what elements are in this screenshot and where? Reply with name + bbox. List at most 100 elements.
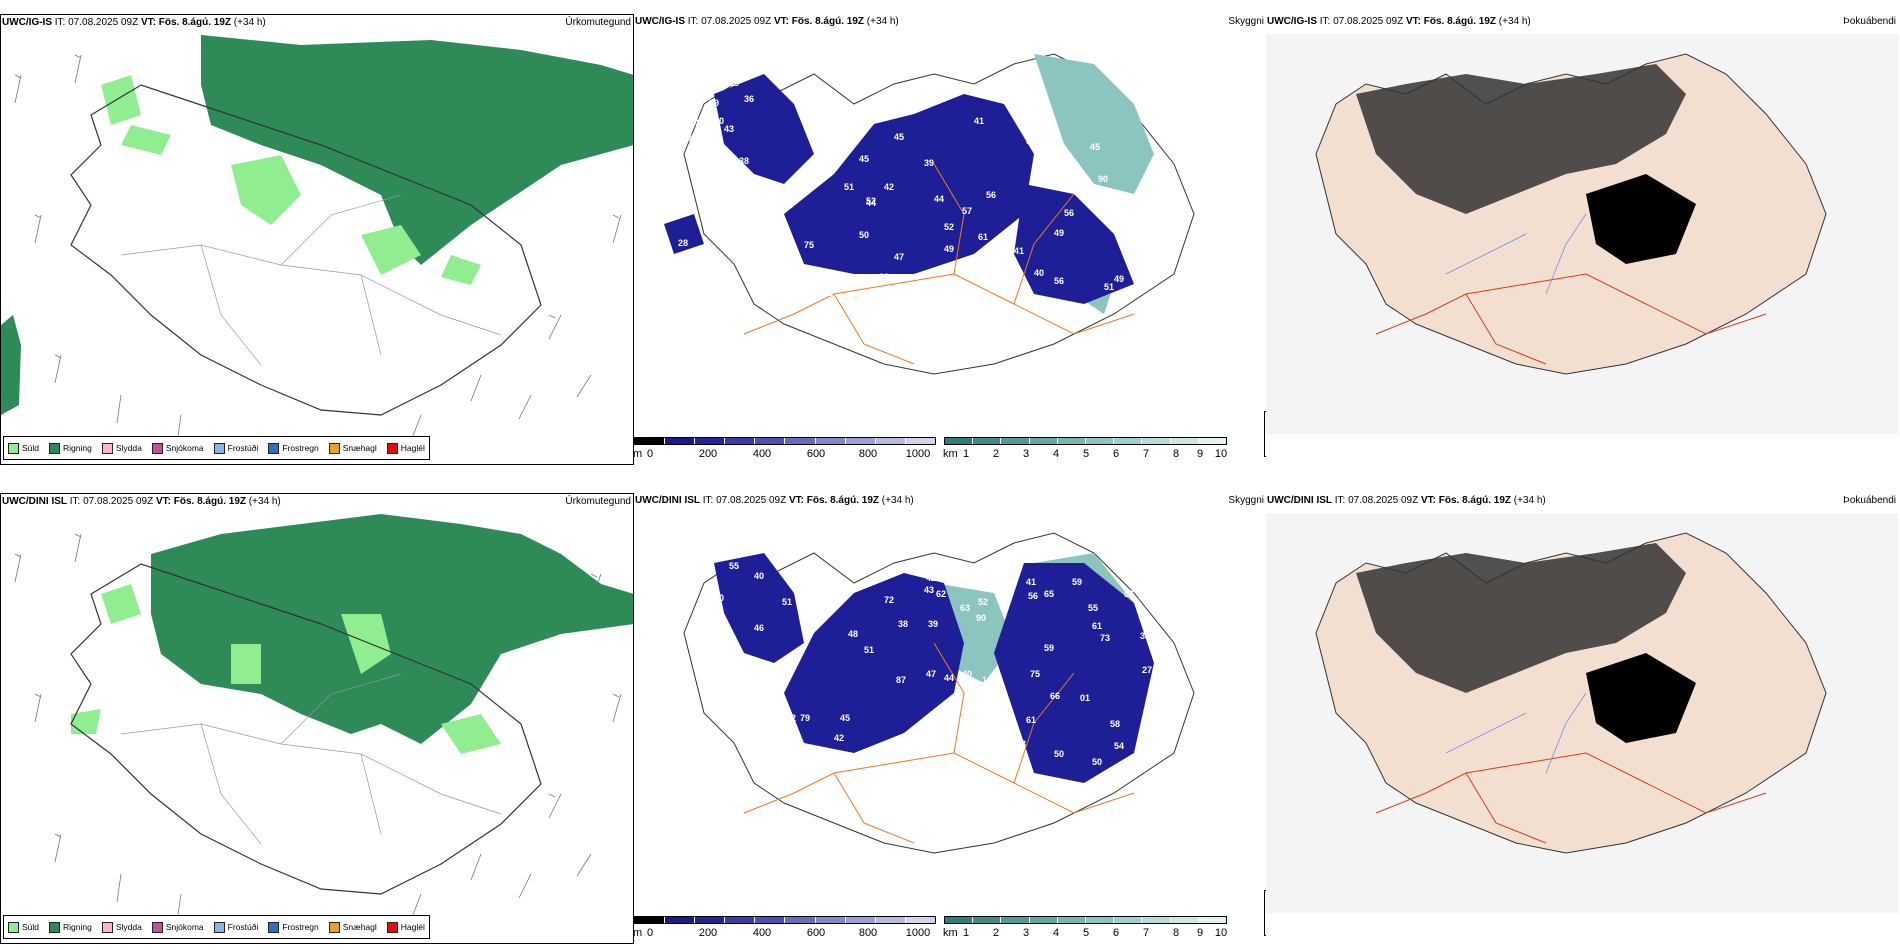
colorbar-bin xyxy=(1057,438,1087,444)
legend-item: Rigning xyxy=(49,921,92,933)
legend-item: Snæhagl xyxy=(328,921,377,933)
fog-index-map xyxy=(1266,513,1898,913)
cloudbase-label: 54 xyxy=(1114,741,1124,751)
colorbar-bin xyxy=(945,917,974,923)
legend-item: Frostúði xyxy=(213,921,258,933)
cloudbase-label: 51 xyxy=(782,597,792,607)
precip-type-map xyxy=(1,35,633,444)
legend-item: Slydda xyxy=(101,442,142,454)
legend-item: Snæhagl xyxy=(328,442,377,454)
cloudbase-label: 48 xyxy=(848,629,858,639)
tick-label: 1 xyxy=(962,927,970,939)
cloudbase-value-labels: 66 39 36 43 46 40 58 60 38 68 56 55 52 3… xyxy=(674,78,1124,298)
rain-areas xyxy=(151,514,633,744)
cloudbase-label: 40 xyxy=(994,266,1004,276)
cloudbase-label: 56 xyxy=(716,655,726,665)
vt-value: Fös. 8.ágú. 19Z xyxy=(1423,16,1496,27)
it-value: 07.08.2025 09Z xyxy=(1333,16,1404,27)
colorbar-strip xyxy=(944,916,1227,924)
model-name: UWC/DINI ISL xyxy=(1267,495,1332,506)
legend-swatch xyxy=(328,921,340,933)
colorbar-unit: m xyxy=(634,448,643,460)
cloudbase-label: 52 xyxy=(978,597,988,607)
drizzle-areas xyxy=(101,75,481,285)
cloudbase-label: 43 xyxy=(924,585,934,595)
tick-label: 7 xyxy=(1142,448,1150,460)
legend-swatch xyxy=(386,921,398,933)
panel-tag: Úrkomutegund xyxy=(565,17,631,28)
cloudbase-label: 47 xyxy=(894,252,904,262)
cloudbase-label: 73 xyxy=(1100,633,1110,643)
cloudbase-label: 27 xyxy=(1142,665,1152,675)
cloudbase-label: 39 xyxy=(928,619,938,629)
colorbar-bin xyxy=(905,438,935,444)
cloudbase-label: 50 xyxy=(714,593,724,603)
panel-title: UWC/IG-IS IT: 07.08.2025 09Z VT: Fös. 8.… xyxy=(1267,16,1531,27)
cloudbase-label: 56 xyxy=(1054,276,1064,286)
colorbar-ticks: 1 2 3 4 5 6 7 8 9 10 xyxy=(944,925,1227,941)
legend-swatch xyxy=(49,442,61,454)
fog-panel-row2: UWC/DINI ISL IT: 07.08.2025 09Z VT: Fös.… xyxy=(1266,493,1898,944)
tick-label: 200 xyxy=(698,448,718,460)
colorbar-bin xyxy=(1114,917,1143,923)
cloudbase-label: 47 xyxy=(926,669,936,679)
legend-item: Súld xyxy=(8,442,39,454)
cloudbase-colorbar: 0 200 400 600 800 1000 m xyxy=(634,437,936,463)
panel-title: UWC/IG-IS IT: 07.08.2025 09Z VT: Fös. 8.… xyxy=(2,17,266,28)
lead-time: (+34 h) xyxy=(866,16,899,27)
it-label: IT: xyxy=(687,16,699,27)
cloudbase-label: 66 xyxy=(729,78,739,88)
cloudbase-label: 56 xyxy=(724,192,734,202)
tick-label: 0 xyxy=(646,448,654,460)
cloudbase-label: 51 xyxy=(864,645,874,655)
colorbar-bin xyxy=(755,917,786,923)
legend-swatch xyxy=(49,921,61,933)
legend-item: Haglél xyxy=(386,442,425,454)
colorbar-bin xyxy=(1114,438,1143,444)
cloudbase-label: 60 xyxy=(674,152,684,162)
panel-title: UWC/DINI ISL IT: 07.08.2025 09Z VT: Fös.… xyxy=(635,495,914,506)
vt-value: Fös. 8.ágú. 19Z xyxy=(158,17,231,28)
legend-item: Frostúði xyxy=(213,442,258,454)
legend-swatch xyxy=(8,442,19,454)
cloudbase-label: 43 xyxy=(1016,739,1026,749)
legend-swatch xyxy=(328,442,340,454)
road-lines xyxy=(1375,273,1767,365)
precip-type-legend: Súld Rigning Slydda Snjókoma Frostúði Fr… xyxy=(3,915,430,939)
legend-swatch xyxy=(213,442,225,454)
cloudbase-visibility-panel-row1: 66 39 36 43 46 40 58 60 38 68 56 55 52 3… xyxy=(634,14,1266,465)
tick-label: 10 xyxy=(1214,448,1228,460)
it-value: 07.08.2025 09Z xyxy=(83,496,154,507)
tick-label: 0 xyxy=(646,927,654,939)
tick-label: 6 xyxy=(1112,448,1120,460)
it-label: IT: xyxy=(1319,16,1331,27)
tick-label: 2 xyxy=(992,448,1000,460)
colorbar-bin xyxy=(1170,917,1199,923)
model-name: UWC/DINI ISL xyxy=(635,495,700,506)
tick-label: 9 xyxy=(1196,927,1204,939)
panel-title: UWC/DINI ISL IT: 07.08.2025 09Z VT: Fös.… xyxy=(2,496,281,507)
colorbar-bin xyxy=(1029,917,1058,923)
tick-label: 9 xyxy=(1196,448,1204,460)
legend-item: Rigning xyxy=(49,442,92,454)
cloudbase-label: 87 xyxy=(896,675,906,685)
cloudbase-label: 90 xyxy=(976,613,986,623)
colorbar-bin xyxy=(665,917,696,923)
cloudbase-label: 38 xyxy=(994,737,1004,747)
tick-label: 400 xyxy=(752,448,772,460)
vt-label: VT: xyxy=(788,495,804,506)
cloudbase-label: 67 xyxy=(726,641,736,651)
colorbar-bin xyxy=(695,917,726,923)
it-label: IT: xyxy=(1334,495,1346,506)
cloudbase-label: 56 xyxy=(986,190,996,200)
lead-time: (+34 h) xyxy=(1513,495,1546,506)
panel-tag: Skyggni xyxy=(1228,495,1264,506)
fog-legend: 0 60 xyxy=(1264,890,1266,936)
cloudbase-label: 50 xyxy=(859,230,869,240)
tick-label: 10 xyxy=(1214,927,1228,939)
tick-label: 7 xyxy=(1142,927,1150,939)
cloudbase-label: 38 xyxy=(1140,631,1150,641)
colorbar-ticks: 0 200 400 600 800 1000 xyxy=(634,925,936,941)
cloudbase-label: 46 xyxy=(694,118,704,128)
vt-label: VT: xyxy=(1420,495,1436,506)
